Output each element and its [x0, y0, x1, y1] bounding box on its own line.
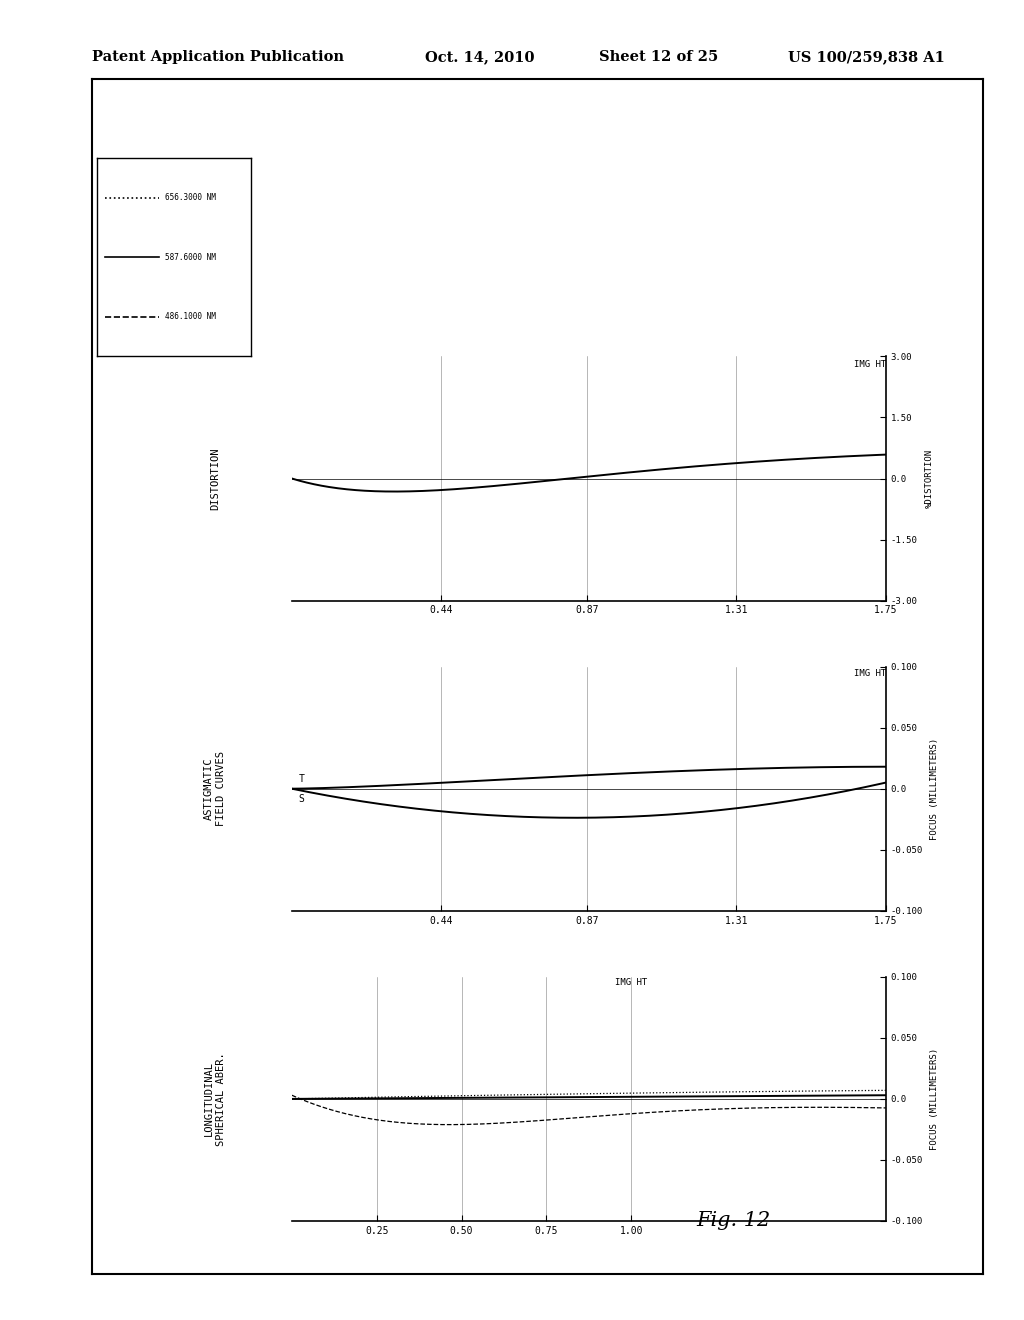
Text: IMG HT: IMG HT [615, 978, 647, 987]
Text: US 100/259,838 A1: US 100/259,838 A1 [788, 50, 945, 65]
Text: IMG HT: IMG HT [854, 669, 886, 678]
Text: 587.6000 NM: 587.6000 NM [165, 253, 216, 261]
Text: Patent Application Publication: Patent Application Publication [92, 50, 344, 65]
Text: Sheet 12 of 25: Sheet 12 of 25 [599, 50, 718, 65]
Y-axis label: %DISTORTION: %DISTORTION [925, 449, 934, 508]
Text: IMG HT: IMG HT [854, 359, 886, 368]
Text: ASTIGMATIC
FIELD CURVES: ASTIGMATIC FIELD CURVES [204, 751, 226, 826]
Text: T: T [299, 775, 304, 784]
Text: Fig. 12: Fig. 12 [696, 1212, 771, 1230]
Text: 486.1000 NM: 486.1000 NM [165, 313, 216, 321]
Text: 656.3000 NM: 656.3000 NM [165, 194, 216, 202]
Text: DISTORTION: DISTORTION [210, 447, 220, 510]
Y-axis label: FOCUS (MILLIMETERS): FOCUS (MILLIMETERS) [930, 738, 939, 840]
Y-axis label: FOCUS (MILLIMETERS): FOCUS (MILLIMETERS) [930, 1048, 939, 1150]
Text: Oct. 14, 2010: Oct. 14, 2010 [425, 50, 535, 65]
Text: S: S [299, 793, 304, 804]
Text: LONGITUDINAL
SPHERICAL ABER.: LONGITUDINAL SPHERICAL ABER. [204, 1052, 226, 1146]
